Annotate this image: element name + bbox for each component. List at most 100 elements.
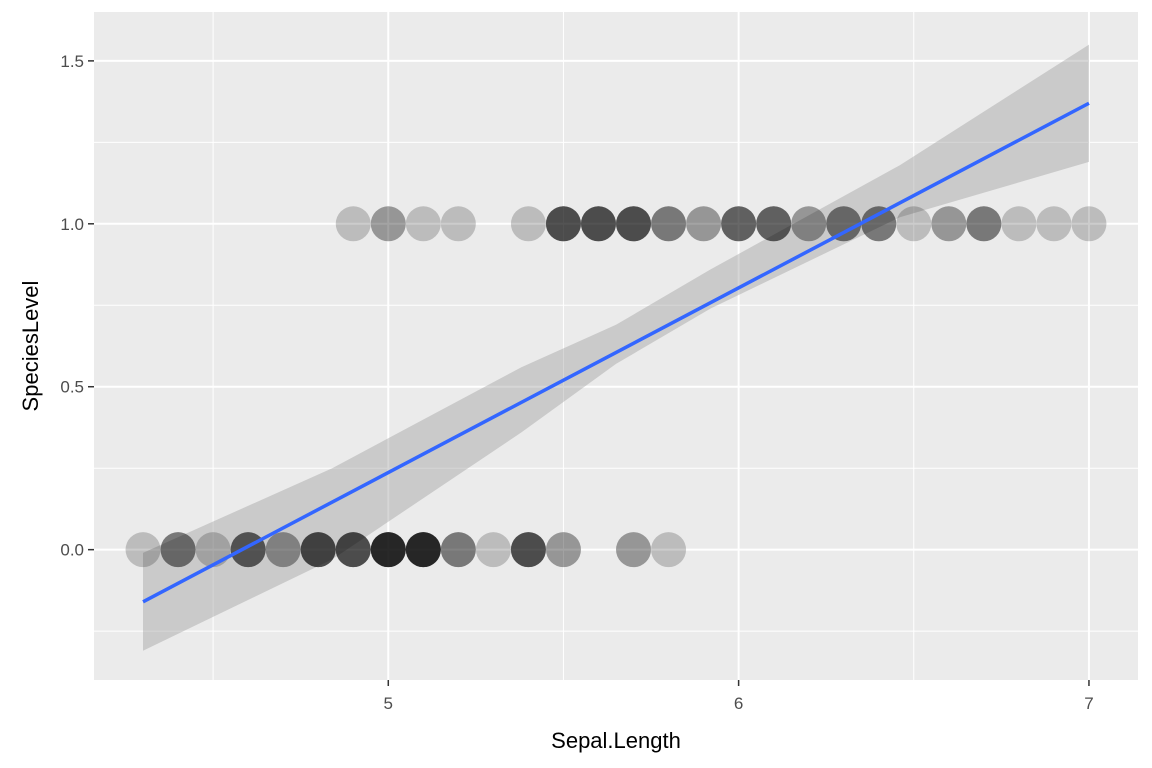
data-point (1071, 206, 1107, 242)
data-point (125, 532, 161, 568)
panel-background (94, 12, 1138, 680)
data-point (861, 206, 897, 242)
data-point-layer (335, 532, 371, 568)
data-point-layer (510, 532, 546, 568)
data-point-layer (335, 532, 371, 568)
data-point-layer (405, 532, 441, 568)
data-point-layer (826, 206, 862, 242)
data-point-layer (580, 206, 616, 242)
y-tick-label: 0.5 (60, 378, 84, 397)
data-point-layer (756, 206, 792, 242)
data-point-layer (405, 532, 441, 568)
data-point (510, 206, 546, 242)
data-point-layer (300, 532, 336, 568)
data-point (230, 532, 266, 568)
data-point-layer (160, 532, 196, 568)
data-point (405, 532, 441, 568)
data-point (265, 532, 301, 568)
data-point-layer (966, 206, 1002, 242)
data-point (896, 206, 932, 242)
data-point (721, 206, 757, 242)
data-point-layer (405, 206, 441, 242)
data-point (756, 206, 792, 242)
data-point-layer (686, 206, 722, 242)
data-point-layer (545, 206, 581, 242)
data-point-layer (405, 532, 441, 568)
data-point-layer (966, 206, 1002, 242)
data-point (195, 532, 231, 568)
data-point-layer (405, 532, 441, 568)
data-point (791, 206, 827, 242)
data-point-layer (440, 532, 476, 568)
data-point (510, 532, 546, 568)
data-point-layer (300, 532, 336, 568)
data-point-layer (966, 206, 1002, 242)
data-point (966, 206, 1002, 242)
data-point-layer (510, 206, 546, 242)
y-axis-title: SpeciesLevel (18, 281, 43, 412)
x-axis: 5 6 7 (384, 680, 1094, 713)
data-point-layer (370, 532, 406, 568)
data-point-layer (160, 532, 196, 568)
data-point-layer (405, 532, 441, 568)
data-point-layer (931, 206, 967, 242)
data-point-layer (300, 532, 336, 568)
data-point-layer (545, 206, 581, 242)
data-point-layer (896, 206, 932, 242)
data-point (580, 206, 616, 242)
data-point-layer (370, 532, 406, 568)
data-point-layer (580, 206, 616, 242)
data-point-layer (861, 206, 897, 242)
fit-line (142, 101, 1090, 604)
data-point (651, 532, 687, 568)
data-point (370, 532, 406, 568)
data-point (475, 532, 511, 568)
data-point (686, 206, 722, 242)
data-point-layer (616, 532, 652, 568)
data-point (616, 206, 652, 242)
data-point-layer (335, 206, 371, 242)
data-point-layer (616, 206, 652, 242)
data-point-layer (756, 206, 792, 242)
data-point-layer (651, 532, 687, 568)
data-point-layer (195, 532, 231, 568)
data-point-layer (370, 532, 406, 568)
data-point (405, 206, 441, 242)
data-point-layer (721, 206, 757, 242)
data-point (616, 532, 652, 568)
data-point-layer (265, 532, 301, 568)
data-point-layer (335, 532, 371, 568)
data-point (370, 206, 406, 242)
data-point-layer (721, 206, 757, 242)
data-point-layer (405, 532, 441, 568)
data-point-layer (861, 206, 897, 242)
x-tick-label: 7 (1084, 694, 1093, 713)
data-point-layer (616, 206, 652, 242)
confidence-band-layer (143, 44, 1089, 651)
fit-line-layer (142, 101, 1090, 604)
data-point-layer (335, 532, 371, 568)
data-point-layer (651, 206, 687, 242)
data-point-layer (510, 532, 546, 568)
data-point-layer (1036, 206, 1072, 242)
data-point-layer (1071, 206, 1107, 242)
data-point (440, 206, 476, 242)
data-point (1001, 206, 1037, 242)
data-point-layer (230, 532, 266, 568)
data-point-layer (756, 206, 792, 242)
y-axis: 0.0 0.5 1.0 1.5 (60, 52, 94, 560)
data-point (160, 532, 196, 568)
points-layer (125, 206, 1107, 568)
data-point-layer (791, 206, 827, 242)
data-point-layer (405, 532, 441, 568)
data-point-layer (475, 532, 511, 568)
x-tick-label: 5 (384, 694, 393, 713)
data-point-layer (125, 532, 161, 568)
data-point-layer (651, 206, 687, 242)
data-point (651, 206, 687, 242)
data-point-layer (580, 206, 616, 242)
x-tick-label: 6 (734, 694, 743, 713)
data-point (931, 206, 967, 242)
data-point (300, 532, 336, 568)
data-point-layer (545, 532, 581, 568)
